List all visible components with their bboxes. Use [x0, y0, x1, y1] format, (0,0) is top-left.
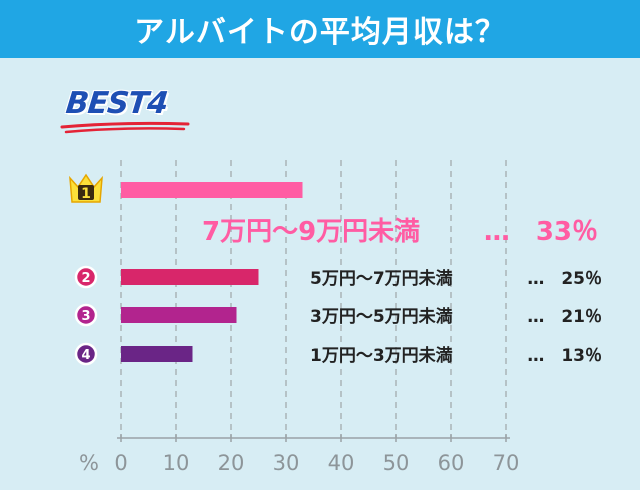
- rank-number: 1: [81, 186, 91, 202]
- x-tick-label: 50: [383, 451, 410, 475]
- category-label: 7万円～9万円未満: [202, 217, 420, 247]
- value-label: … 13％: [527, 346, 602, 366]
- x-tick-label: 20: [218, 451, 245, 475]
- crown-rank-box: [78, 185, 94, 200]
- rank-circle: [74, 342, 98, 366]
- rank-circle: [74, 265, 98, 289]
- value-label: … 25％: [527, 269, 602, 289]
- category-label: 5万円～7万円未満: [310, 268, 453, 289]
- rank-number: 4: [81, 348, 90, 363]
- category-label: 3万円～5万円未満: [310, 306, 453, 327]
- bar-rank-3: [121, 307, 237, 323]
- x-tick-label: 30: [273, 451, 300, 475]
- x-unit-label: %: [79, 451, 99, 475]
- x-tick-label: 60: [438, 451, 465, 475]
- bar-rank-2: [121, 269, 259, 285]
- x-tick-label: 70: [493, 451, 520, 475]
- rank-number: 3: [81, 309, 90, 324]
- value-label: … 33％: [484, 217, 598, 247]
- best-underline-decoration: [60, 121, 190, 134]
- bottom-strip: [0, 490, 640, 499]
- page-title: アルバイトの平均月収は？: [0, 0, 640, 58]
- bar-rank-4: [121, 346, 193, 362]
- category-label: 1万円～3万円未満: [310, 345, 453, 366]
- x-tick-label: 0: [114, 451, 127, 475]
- bar-rank-1: [121, 182, 303, 198]
- x-tick-label: 10: [163, 451, 190, 475]
- value-label: … 21％: [527, 307, 602, 327]
- rank-number: 2: [81, 271, 90, 286]
- rank-circle: [74, 303, 98, 327]
- x-tick-label: 40: [328, 451, 355, 475]
